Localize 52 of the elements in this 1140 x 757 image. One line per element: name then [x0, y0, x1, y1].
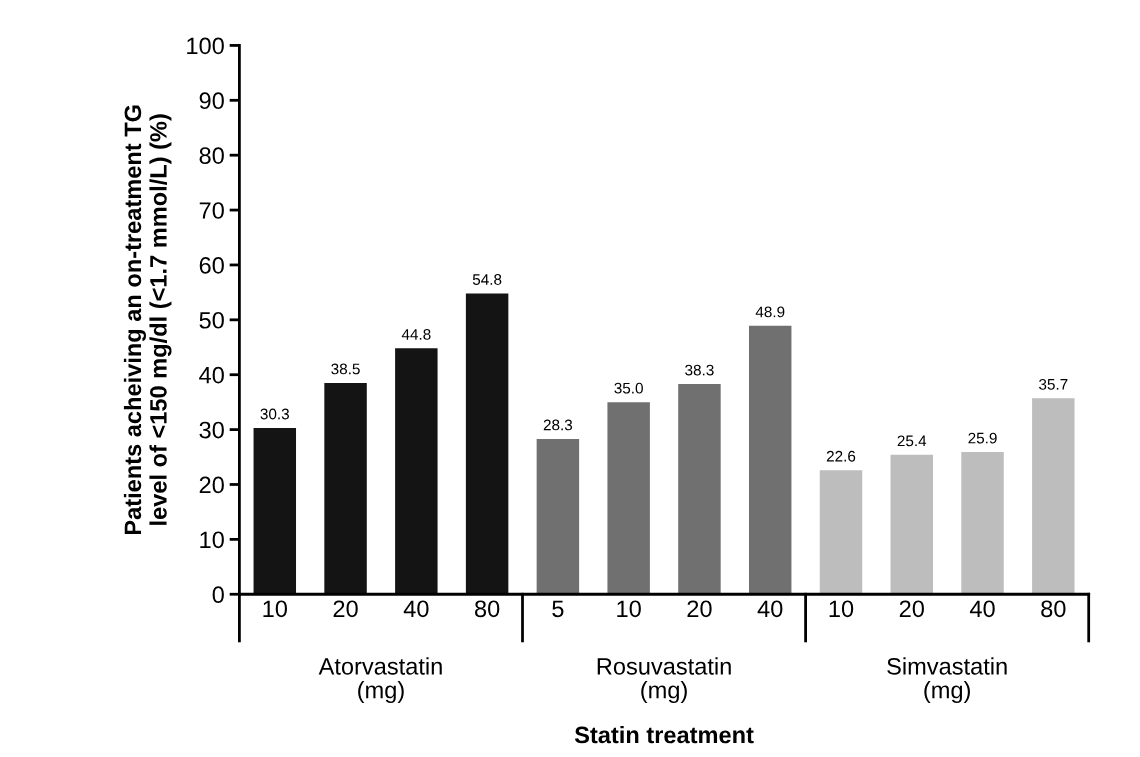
y-tick-label: 100: [187, 37, 224, 55]
bar: [253, 427, 297, 595]
y-tick-label: 60: [199, 257, 224, 274]
y-tick-label: 40: [199, 366, 224, 384]
x-axis-title: Statin treatment: [574, 725, 754, 744]
x-tick-label: 20: [899, 600, 924, 618]
bar: [819, 470, 863, 595]
y-axis-title: Patients acheiving an on-treatment TG level of <150 mg/dl (<1.7 mmol/L) (%): [123, 105, 172, 535]
text: 35.0: [614, 382, 643, 394]
bar: [961, 452, 1004, 595]
bar: [748, 325, 792, 595]
y-tick-label: 80: [199, 147, 224, 164]
bar: [395, 348, 438, 595]
text: 48.9: [755, 306, 785, 318]
y-tick-label: 0: [212, 586, 224, 604]
y-tick-label: 90: [199, 92, 224, 110]
text: 30.3: [260, 408, 289, 420]
x-tick-label: 10: [617, 600, 641, 618]
y-tick-label: 50: [199, 311, 224, 329]
text: 25.4: [897, 435, 927, 447]
x-tick-label: 40: [969, 600, 995, 618]
text: Rosuvastatin (mg): [597, 657, 731, 704]
text: 44.8: [401, 328, 431, 340]
x-tick-label: 40: [403, 600, 429, 618]
text: 54.8: [472, 274, 502, 285]
text: 25.9: [968, 432, 997, 444]
bar: [324, 382, 367, 595]
y-tick-label: 70: [199, 202, 224, 219]
x-tick-label: 80: [1041, 600, 1066, 618]
y-tick-label: 30: [199, 421, 224, 439]
y-tick-label: 10: [200, 531, 224, 549]
text: Atorvastatin (mg): [318, 657, 442, 704]
x-tick-label: 10: [829, 600, 854, 618]
bar: [1032, 398, 1075, 595]
text: 28.3: [543, 419, 573, 431]
bar: [465, 293, 509, 595]
y-tick-label: 20: [199, 476, 224, 494]
x-tick-label: 20: [687, 600, 712, 618]
x-tick-label: 20: [333, 600, 358, 618]
bar: [607, 402, 650, 595]
text: Simvastatin (mg): [887, 657, 1007, 704]
bar: [678, 384, 721, 595]
text: 22.6: [826, 450, 856, 462]
x-tick-label: 80: [475, 600, 500, 618]
x-tick-label: 5: [552, 600, 564, 618]
text: 35.7: [1039, 378, 1068, 390]
text: 38.3: [685, 364, 714, 376]
bar: [890, 454, 933, 595]
text: 38.5: [331, 363, 360, 375]
bar: [536, 438, 580, 595]
x-tick-label: 10: [263, 600, 287, 618]
x-tick-label: 40: [757, 600, 783, 618]
